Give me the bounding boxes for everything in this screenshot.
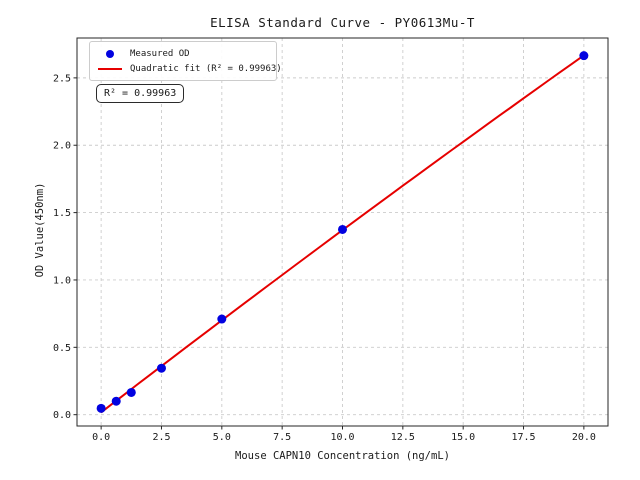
data-point — [156, 363, 166, 373]
x-tick-label: 20.0 — [572, 432, 596, 443]
data-point — [338, 224, 347, 234]
legend: Measured OD Quadratic fit (R² = 0.99963) — [89, 41, 282, 81]
x-tick-label: 15.0 — [451, 432, 475, 443]
data-point — [96, 403, 106, 413]
y-tick-label: 1.0 — [53, 275, 71, 286]
y-tick-label: 1.5 — [53, 208, 71, 219]
line-marker-icon — [98, 67, 122, 70]
y-axis-label: OD Value(450nm) — [34, 182, 46, 278]
y-tick-label: 2.0 — [53, 141, 71, 152]
x-axis-label: Mouse CAPN10 Concentration (ng/mL) — [235, 450, 450, 462]
legend-item-measured-od: Measured OD — [96, 46, 270, 61]
data-point — [579, 51, 589, 61]
scatter-marker-icon — [106, 49, 114, 58]
legend-marker-cell — [96, 67, 124, 70]
legend-label-quadratic-fit: Quadratic fit (R² = 0.99963) — [130, 63, 282, 74]
legend-item-quadratic-fit: Quadratic fit (R² = 0.99963) — [96, 61, 282, 76]
x-tick-label: 2.5 — [152, 432, 170, 443]
data-point — [217, 314, 227, 324]
x-tick-label: 17.5 — [511, 432, 535, 443]
data-point — [126, 387, 136, 397]
x-tick-label: 0.0 — [92, 432, 110, 443]
x-tick-label: 12.5 — [391, 432, 415, 443]
chart-title: ELISA Standard Curve - PY0613Mu-T — [210, 15, 475, 30]
x-tick-label: 5.0 — [213, 432, 231, 443]
r-squared-annotation: R² = 0.99963 — [96, 84, 185, 103]
x-tick-label: 7.5 — [273, 432, 291, 443]
data-point — [111, 396, 121, 406]
legend-marker-cell — [96, 49, 124, 58]
legend-label-measured-od: Measured OD — [130, 48, 190, 59]
y-tick-label: 0.0 — [53, 410, 71, 421]
x-tick-label: 10.0 — [330, 432, 354, 443]
y-tick-label: 2.5 — [53, 73, 71, 84]
y-tick-label: 0.5 — [53, 343, 71, 354]
